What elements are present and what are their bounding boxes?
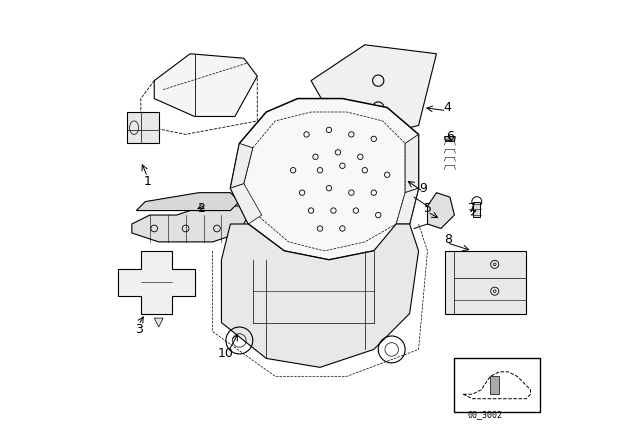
Text: 5: 5	[424, 202, 431, 215]
Polygon shape	[445, 137, 455, 141]
Polygon shape	[311, 45, 436, 143]
Text: 4: 4	[444, 101, 452, 114]
Text: 6: 6	[446, 130, 454, 143]
Text: 1: 1	[143, 175, 152, 188]
Polygon shape	[454, 358, 540, 412]
Polygon shape	[118, 251, 195, 314]
Polygon shape	[473, 202, 481, 217]
Polygon shape	[230, 184, 262, 224]
Text: 10: 10	[218, 347, 234, 361]
Polygon shape	[445, 251, 526, 314]
Text: 3: 3	[134, 323, 143, 336]
Polygon shape	[405, 134, 419, 193]
Polygon shape	[230, 99, 419, 260]
Polygon shape	[132, 206, 248, 242]
Polygon shape	[428, 193, 454, 228]
Polygon shape	[230, 143, 253, 188]
Text: 8: 8	[444, 233, 452, 246]
Polygon shape	[221, 224, 419, 367]
Text: 9: 9	[419, 181, 427, 195]
Polygon shape	[490, 376, 499, 394]
Polygon shape	[136, 193, 239, 211]
Polygon shape	[154, 318, 163, 327]
Text: 7: 7	[468, 202, 476, 215]
Polygon shape	[154, 54, 257, 116]
Text: 2: 2	[197, 202, 205, 215]
Polygon shape	[396, 188, 419, 224]
Text: 00_3002: 00_3002	[468, 410, 503, 419]
Polygon shape	[127, 112, 159, 143]
